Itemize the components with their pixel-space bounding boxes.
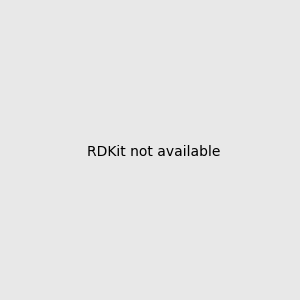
Text: RDKit not available: RDKit not available <box>87 145 220 158</box>
